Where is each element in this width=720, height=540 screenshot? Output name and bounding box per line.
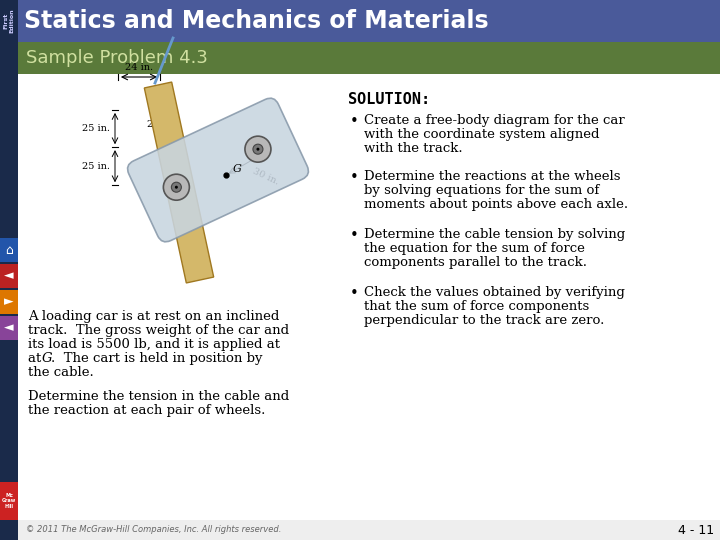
Text: ►: ►	[4, 295, 14, 308]
Circle shape	[175, 186, 178, 188]
Bar	[0, 238, 18, 262]
Text: G: G	[233, 164, 242, 174]
Text: •: •	[350, 286, 359, 301]
Text: Check the values obtained by verifying: Check the values obtained by verifying	[364, 286, 625, 299]
Text: A loading car is at rest on an inclined: A loading car is at rest on an inclined	[28, 310, 279, 323]
Text: ◄: ◄	[4, 321, 14, 334]
Text: ⌂: ⌂	[5, 244, 13, 256]
Text: G: G	[42, 352, 53, 365]
Text: Create a free-body diagram for the car: Create a free-body diagram for the car	[364, 114, 625, 127]
Text: SOLUTION:: SOLUTION:	[348, 92, 430, 107]
Text: •: •	[350, 114, 359, 129]
Text: Determine the tension in the cable and: Determine the tension in the cable and	[28, 390, 289, 403]
Text: .  The cart is held in position by: . The cart is held in position by	[51, 352, 263, 365]
Text: with the coordinate system aligned: with the coordinate system aligned	[364, 128, 600, 141]
Text: Statics and Mechanics of Materials: Statics and Mechanics of Materials	[24, 9, 489, 33]
Text: 30 in.: 30 in.	[251, 167, 281, 187]
Text: the reaction at each pair of wheels.: the reaction at each pair of wheels.	[28, 404, 266, 417]
Text: at: at	[28, 352, 45, 365]
Text: the equation for the sum of force: the equation for the sum of force	[364, 242, 585, 255]
Text: moments about points above each axle.: moments about points above each axle.	[364, 198, 628, 211]
Text: with the track.: with the track.	[364, 142, 463, 155]
Text: by solving equations for the sum of: by solving equations for the sum of	[364, 184, 599, 197]
Circle shape	[245, 136, 271, 162]
Circle shape	[171, 182, 181, 192]
Text: perpendicular to the track are zero.: perpendicular to the track are zero.	[364, 314, 604, 327]
Text: Mc
Graw
Hill: Mc Graw Hill	[2, 492, 16, 509]
Circle shape	[253, 144, 263, 154]
Text: 24 in.: 24 in.	[125, 63, 153, 72]
FancyBboxPatch shape	[127, 98, 308, 242]
Bar	[0, 42, 720, 74]
Polygon shape	[144, 82, 214, 283]
Text: 25 in.: 25 in.	[82, 124, 110, 133]
Text: that the sum of force components: that the sum of force components	[364, 300, 589, 313]
Bar	[0, 520, 720, 540]
Text: 25 in.: 25 in.	[82, 161, 110, 171]
Bar	[0, 482, 18, 520]
Bar	[0, 0, 18, 540]
Text: •: •	[350, 228, 359, 243]
Circle shape	[163, 174, 189, 200]
Text: Determine the reactions at the wheels: Determine the reactions at the wheels	[364, 170, 621, 183]
Bar	[0, 290, 18, 314]
Text: Sample Problem 4.3: Sample Problem 4.3	[26, 49, 208, 67]
Bar	[0, 264, 18, 288]
Text: its load is 5500 lb, and it is applied at: its load is 5500 lb, and it is applied a…	[28, 338, 280, 351]
Text: the cable.: the cable.	[28, 366, 94, 379]
Text: ◄: ◄	[4, 269, 14, 282]
Text: © 2011 The McGraw-Hill Companies, Inc. All rights reserved.: © 2011 The McGraw-Hill Companies, Inc. A…	[26, 525, 282, 535]
Bar	[0, 316, 18, 340]
Text: Determine the cable tension by solving: Determine the cable tension by solving	[364, 228, 625, 241]
Text: 25°: 25°	[146, 120, 163, 129]
Text: components parallel to the track.: components parallel to the track.	[364, 256, 587, 269]
Text: •: •	[350, 170, 359, 185]
Text: track.  The gross weight of the car and: track. The gross weight of the car and	[28, 324, 289, 337]
Bar	[0, 0, 720, 42]
Text: First
Edition: First Edition	[4, 9, 14, 33]
Circle shape	[256, 147, 259, 151]
Text: 4 - 11: 4 - 11	[678, 523, 714, 537]
